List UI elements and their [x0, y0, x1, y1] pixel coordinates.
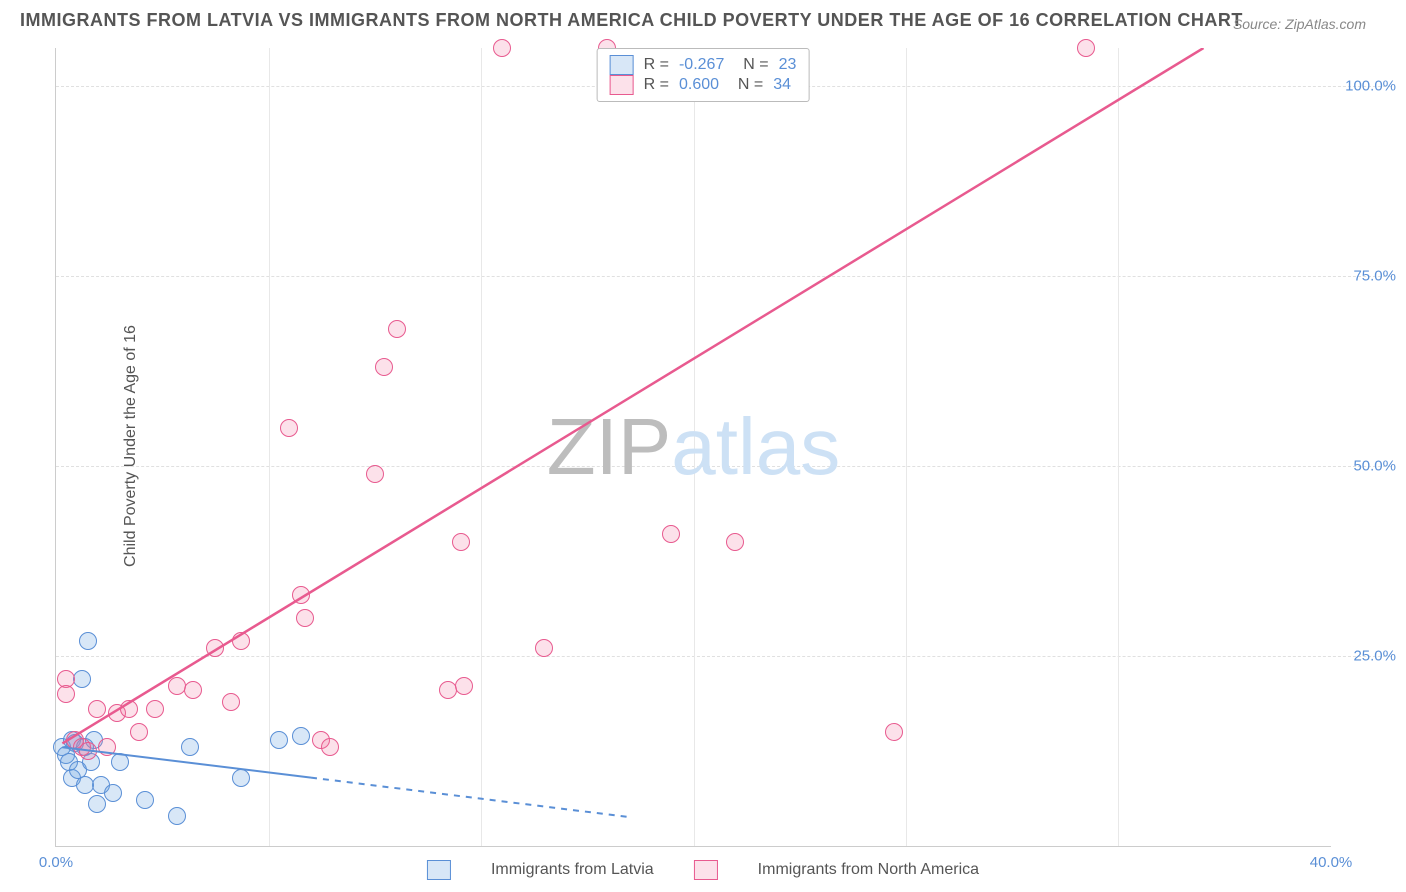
scatter-point — [136, 791, 154, 809]
chart-title: IMMIGRANTS FROM LATVIA VS IMMIGRANTS FRO… — [20, 10, 1243, 31]
gridline-h — [56, 656, 1391, 657]
legend-n-latvia: 23 — [779, 56, 797, 74]
y-tick-label: 75.0% — [1353, 268, 1396, 285]
y-tick-label: 50.0% — [1353, 458, 1396, 475]
scatter-point — [375, 358, 393, 376]
scatter-point — [885, 723, 903, 741]
gridline-v — [1118, 48, 1119, 846]
y-tick-label: 25.0% — [1353, 648, 1396, 665]
legend-n-na: 34 — [773, 76, 791, 94]
legend-swatch-na — [610, 75, 634, 95]
scatter-point — [388, 320, 406, 338]
scatter-point — [280, 419, 298, 437]
scatter-point — [206, 639, 224, 657]
scatter-point — [296, 609, 314, 627]
scatter-point — [232, 632, 250, 650]
scatter-point — [104, 784, 122, 802]
scatter-point — [222, 693, 240, 711]
scatter-point — [146, 700, 164, 718]
scatter-point — [130, 723, 148, 741]
scatter-point — [168, 807, 186, 825]
scatter-point — [292, 586, 310, 604]
legend-row-latvia: R = -0.267 N = 23 — [610, 55, 797, 75]
gridline-h — [56, 466, 1391, 467]
source-attribution: Source: ZipAtlas.com — [1233, 16, 1366, 32]
scatter-point — [76, 776, 94, 794]
scatter-point — [79, 632, 97, 650]
scatter-point — [726, 533, 744, 551]
scatter-point — [321, 738, 339, 756]
gridline-v — [269, 48, 270, 846]
chart-plot-area: ZIPatlas 25.0%50.0%75.0%100.0%0.0%40.0% — [55, 48, 1331, 847]
scatter-point — [493, 39, 511, 57]
scatter-point — [98, 738, 116, 756]
legend-r-label: R = — [644, 76, 669, 94]
y-tick-label: 100.0% — [1345, 78, 1396, 95]
watermark-part2: atlas — [671, 402, 840, 491]
gridline-v — [694, 48, 695, 846]
x-tick-label: 40.0% — [1310, 854, 1353, 871]
scatter-point — [662, 525, 680, 543]
legend-label-latvia: Immigrants from Latvia — [491, 861, 654, 879]
scatter-point — [111, 753, 129, 771]
legend-r-na: 0.600 — [679, 76, 719, 94]
legend-n-label: N = — [729, 76, 763, 94]
scatter-point — [455, 677, 473, 695]
scatter-point — [88, 795, 106, 813]
scatter-point — [120, 700, 138, 718]
scatter-point — [73, 670, 91, 688]
legend-swatch-latvia-b — [427, 860, 451, 880]
scatter-point — [57, 685, 75, 703]
legend-label-na: Immigrants from North America — [758, 861, 979, 879]
gridline-h — [56, 276, 1391, 277]
scatter-point — [232, 769, 250, 787]
correlation-legend: R = -0.267 N = 23 R = 0.600 N = 34 — [597, 48, 810, 102]
legend-row-na: R = 0.600 N = 34 — [610, 75, 797, 95]
scatter-point — [1077, 39, 1095, 57]
legend-swatch-na-b — [694, 860, 718, 880]
legend-swatch-latvia — [610, 55, 634, 75]
scatter-point — [270, 731, 288, 749]
scatter-point — [535, 639, 553, 657]
scatter-point — [79, 742, 97, 760]
scatter-point — [181, 738, 199, 756]
scatter-point — [184, 681, 202, 699]
gridline-v — [481, 48, 482, 846]
watermark-part1: ZIP — [547, 402, 671, 491]
scatter-point — [452, 533, 470, 551]
legend-r-label: R = — [644, 56, 669, 74]
legend-r-latvia: -0.267 — [679, 56, 724, 74]
x-tick-label: 0.0% — [39, 854, 73, 871]
scatter-point — [292, 727, 310, 745]
legend-n-label: N = — [734, 56, 768, 74]
scatter-point — [88, 700, 106, 718]
gridline-v — [906, 48, 907, 846]
series-legend: Immigrants from Latvia Immigrants from N… — [427, 860, 979, 880]
scatter-point — [366, 465, 384, 483]
